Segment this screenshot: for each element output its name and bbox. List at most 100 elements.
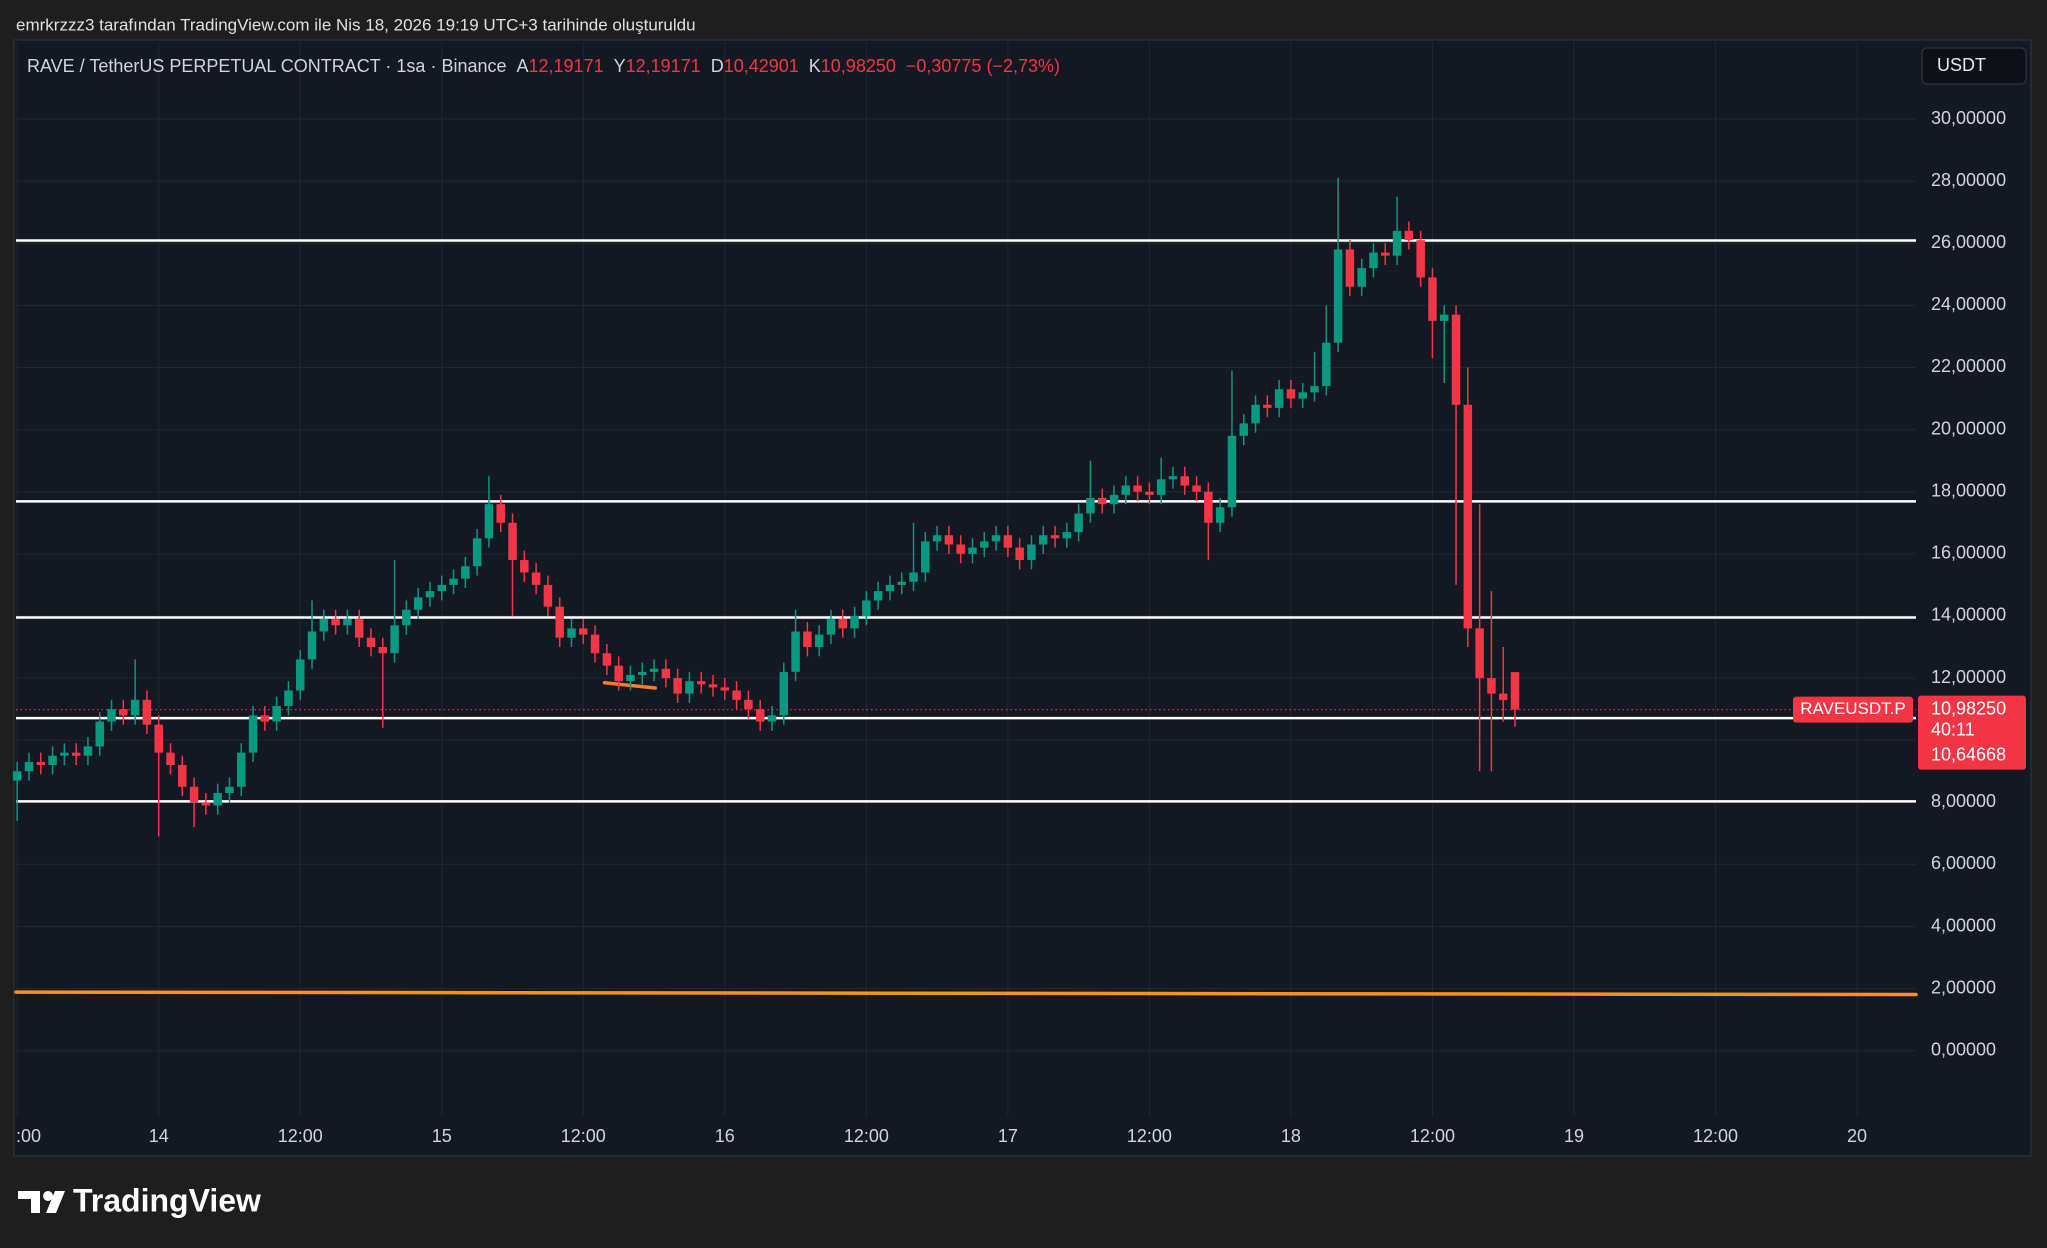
currency-button[interactable] xyxy=(1921,47,2027,85)
candle-body xyxy=(437,584,447,592)
y-tick-label: 14,00000 xyxy=(1931,605,2006,625)
x-tick-label: 12:00 xyxy=(1127,1126,1172,1146)
candle-body xyxy=(590,634,600,654)
logo-dot xyxy=(43,1191,53,1201)
chart-panel xyxy=(13,39,2032,1157)
x-tick-label: :00 xyxy=(16,1126,41,1146)
candle-body xyxy=(1286,389,1296,399)
candle-body xyxy=(1274,389,1284,408)
candle-body xyxy=(1015,547,1024,561)
logo xyxy=(18,1191,65,1213)
candle-body xyxy=(1463,404,1473,629)
candle-body xyxy=(12,771,22,781)
legend-key: D xyxy=(711,56,724,76)
y-tick-label: 2,00000 xyxy=(1931,977,1996,997)
candle-body xyxy=(378,647,388,654)
candle-body xyxy=(661,668,671,679)
y-tick-label: 6,00000 xyxy=(1931,853,1996,873)
y-tick-label: 12,00000 xyxy=(1931,667,2006,687)
legend: RAVE / TetherUS PERPETUAL CONTRACT · 1sa… xyxy=(27,56,1060,76)
candle-body xyxy=(390,625,399,654)
candle-body xyxy=(83,746,93,756)
candle-body xyxy=(531,572,541,585)
candle-body xyxy=(189,786,199,803)
candle-body xyxy=(142,699,152,725)
logo-slash xyxy=(46,1191,65,1213)
candle-body xyxy=(260,715,270,722)
candle-body xyxy=(873,591,883,601)
y-tick-label: 18,00000 xyxy=(1931,480,2006,500)
legend-title: RAVE / TetherUS PERPETUAL CONTRACT · 1sa… xyxy=(27,56,507,76)
price-badge xyxy=(1918,695,2026,770)
candle-body xyxy=(1168,476,1178,480)
candle-body xyxy=(1039,535,1048,545)
last-price-label: 10,98250 xyxy=(1931,698,2006,718)
candle-body xyxy=(1192,485,1201,492)
candle-body xyxy=(1404,230,1414,241)
candle-body xyxy=(944,535,954,545)
candle-body xyxy=(862,600,871,616)
x-tick-label: 12:00 xyxy=(278,1126,323,1146)
candle-body xyxy=(354,619,364,638)
candle-body xyxy=(1062,532,1072,539)
candle-body xyxy=(1204,491,1213,523)
candle-body xyxy=(826,619,836,635)
candle-body xyxy=(343,619,352,626)
legend-key: Y xyxy=(614,56,626,76)
candle-body xyxy=(331,619,340,626)
candle-body xyxy=(1345,249,1355,287)
candle-body xyxy=(897,581,906,585)
legend-value: 10,42901 xyxy=(724,56,799,76)
candle-body xyxy=(850,615,859,629)
candle-body xyxy=(1451,314,1461,405)
x-tick-label: 18 xyxy=(1281,1126,1301,1146)
candle-body xyxy=(649,668,659,672)
x-tick-label: 12:00 xyxy=(1410,1126,1455,1146)
candle-body xyxy=(1357,268,1366,287)
candle-body xyxy=(413,597,423,610)
x-tick-label: 14 xyxy=(149,1126,169,1146)
candle-body xyxy=(295,659,305,691)
candle-body xyxy=(1439,314,1449,321)
y-tick-label: 20,00000 xyxy=(1931,418,2006,438)
candle-body xyxy=(166,752,175,766)
candle-body xyxy=(213,792,222,806)
candle-body xyxy=(1239,423,1248,436)
candle-body xyxy=(732,690,741,700)
currency[interactable]: USDT xyxy=(1937,55,1986,75)
x-tick-label: 12:00 xyxy=(1693,1126,1738,1146)
candle-body xyxy=(284,690,293,707)
candle-body xyxy=(696,681,706,685)
candle-body xyxy=(1369,252,1378,269)
candle-body xyxy=(449,578,458,585)
candle-body xyxy=(119,709,128,716)
candle-body xyxy=(484,504,494,539)
candle-body xyxy=(95,721,104,747)
candle-body xyxy=(555,606,564,638)
legend-value: 12,19171 xyxy=(626,56,701,76)
candle-body xyxy=(402,609,411,626)
candle-body xyxy=(543,584,553,607)
candle-body xyxy=(626,674,635,682)
candle-body xyxy=(1263,404,1272,408)
y-tick-label: 26,00000 xyxy=(1931,232,2006,252)
candle-body xyxy=(980,541,989,548)
candle-body xyxy=(1121,485,1131,495)
candle-body xyxy=(1487,678,1496,694)
candle-body xyxy=(1227,435,1237,508)
candle-body xyxy=(307,631,317,660)
x-tick-label: 15 xyxy=(432,1126,452,1146)
legend-value: 10,98250 xyxy=(821,56,896,76)
candle-body xyxy=(1050,535,1060,539)
candle-body xyxy=(638,671,647,675)
candle-body xyxy=(673,678,682,694)
candle-body xyxy=(708,684,718,688)
x-tick-label: 20 xyxy=(1847,1126,1867,1146)
candle-body xyxy=(272,706,281,722)
marks-layer xyxy=(12,178,1918,997)
candle-body xyxy=(237,752,246,787)
y-tick-label: 0,00000 xyxy=(1931,1040,1996,1060)
candle-body xyxy=(130,699,140,716)
candle-body xyxy=(248,715,258,753)
candle-body xyxy=(968,547,977,554)
